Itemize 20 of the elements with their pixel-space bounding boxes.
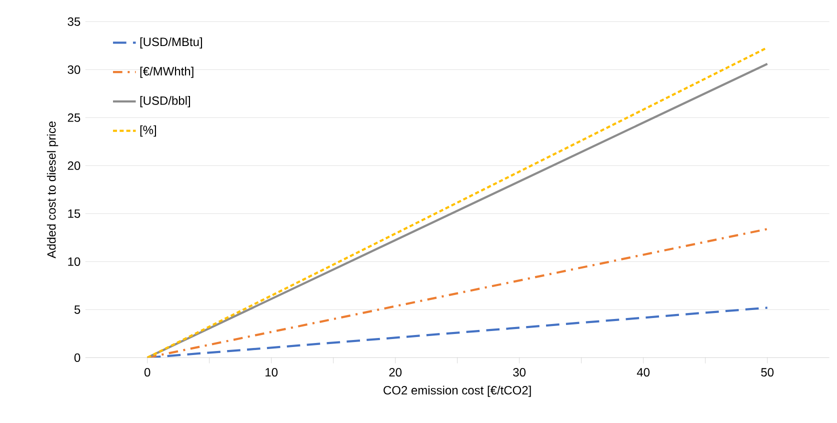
y-tick-label: 30: [68, 65, 80, 74]
x-tick-label: 50: [761, 368, 774, 377]
y-axis-title: Added cost to diesel price: [46, 122, 58, 258]
legend-label: [USD/MBtu]: [140, 37, 202, 49]
x-tick-label: 30: [513, 368, 526, 377]
x-tick-label: 40: [636, 368, 650, 377]
x-tick-label: 20: [389, 368, 402, 377]
x-axis-title: CO2 emission cost [€/tCO2]: [384, 386, 531, 397]
legend-label: [€/MWhth]: [140, 66, 194, 78]
y-tick-label: 10: [68, 257, 80, 266]
y-tick-label: 35: [68, 17, 80, 26]
legend-label: [USD/bbl]: [140, 96, 190, 108]
y-tick-label: 15: [68, 209, 80, 218]
y-tick-label: 0: [74, 353, 80, 362]
y-tick-label: 5: [74, 305, 80, 314]
x-tick-label: 0: [144, 368, 150, 377]
y-tick-label: 25: [68, 113, 80, 122]
x-tick-label: 10: [266, 368, 278, 377]
y-tick-label: 20: [68, 161, 80, 170]
legend-label: [%]: [140, 125, 156, 137]
